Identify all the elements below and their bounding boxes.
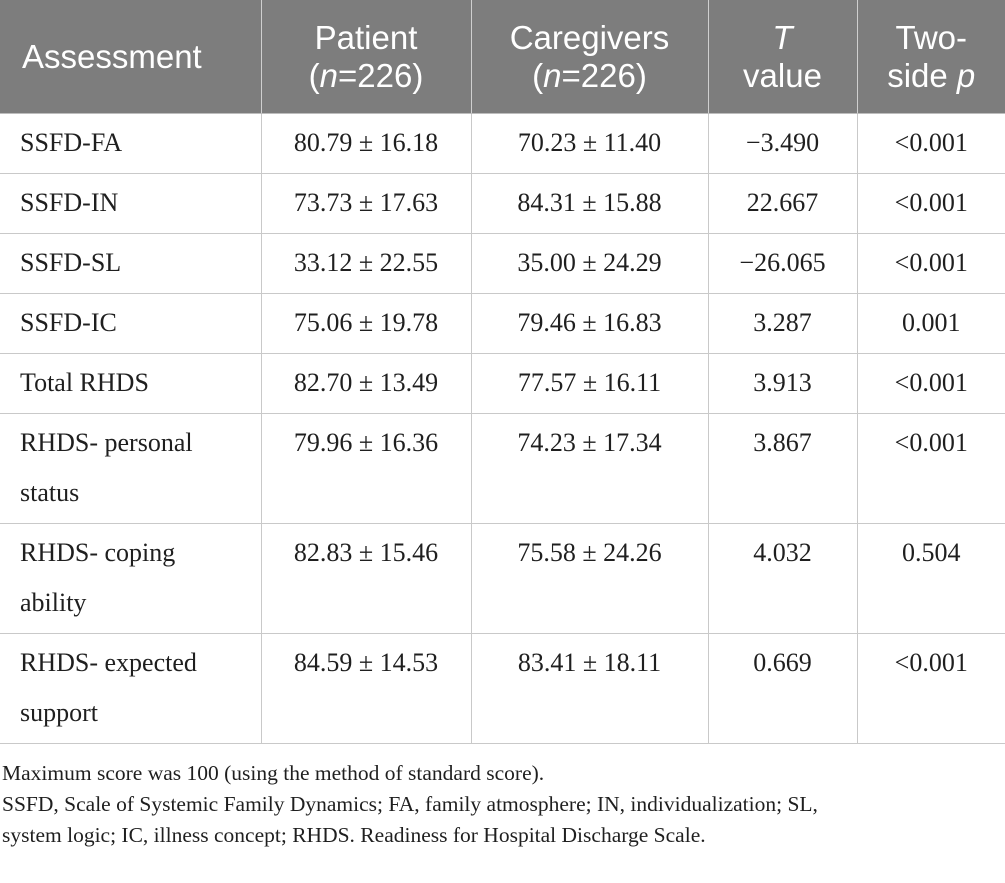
cell-patient: 84.59 ± 14.53 <box>260 633 472 744</box>
cell-caregivers: 70.23 ± 11.40 <box>470 113 709 174</box>
cell-caregivers: 74.23 ± 17.34 <box>470 413 709 524</box>
assessment-label-line: Total RHDS <box>20 368 149 397</box>
footnote-line: system logic; IC, illness concept; RHDS.… <box>2 823 706 847</box>
cell-t-value: 4.032 <box>707 523 858 634</box>
header-caregivers-n-value: =226) <box>561 56 647 94</box>
footnote-line: Maximum score was 100 (using the method … <box>2 761 545 785</box>
header-t-value: T value <box>708 0 858 114</box>
cell-caregivers: 35.00 ± 24.29 <box>470 233 709 294</box>
cell-assessment: SSFD-IN <box>0 173 262 234</box>
cell-patient: 79.96 ± 16.36 <box>260 413 472 524</box>
cell-assessment: SSFD-SL <box>0 233 262 294</box>
results-table: Assessment Patient (n=226) Caregivers (n… <box>0 0 1005 744</box>
cell-patient: 33.12 ± 22.55 <box>260 233 472 294</box>
header-assessment-text: Assessment <box>22 37 202 75</box>
cell-patient: 82.83 ± 15.46 <box>260 523 472 634</box>
cell-t-value: 22.667 <box>707 173 858 234</box>
assessment-label-line: SSFD-IN <box>20 188 119 217</box>
cell-assessment: SSFD-FA <box>0 113 262 174</box>
cell-assessment: RHDS- personal status <box>0 413 262 524</box>
cell-p-value: <0.001 <box>856 633 1005 744</box>
cell-t-value: −3.490 <box>707 113 858 174</box>
header-t-label: value <box>743 56 822 94</box>
cell-assessment: SSFD-IC <box>0 293 262 354</box>
cell-t-value: 3.867 <box>707 413 858 524</box>
assessment-label-line: RHDS- expected <box>20 648 197 677</box>
table-row: SSFD-SL 33.12 ± 22.55 35.00 ± 24.29 −26.065… <box>0 233 1005 294</box>
cell-p-value: <0.001 <box>856 233 1005 294</box>
header-patient-n-open: ( <box>308 56 320 94</box>
table-row: SSFD-FA 80.79 ± 16.18 70.23 ± 11.40 −3.490 <… <box>0 113 1005 174</box>
cell-patient: 73.73 ± 17.63 <box>260 173 472 234</box>
cell-p-value: 0.001 <box>856 293 1005 354</box>
header-patient: Patient (n=226) <box>261 0 472 114</box>
cell-t-value: 0.669 <box>707 633 858 744</box>
header-p-label-1: Two- <box>895 18 967 56</box>
cell-assessment: RHDS- coping ability <box>0 523 262 634</box>
header-assessment: Assessment <box>0 0 262 114</box>
cell-p-value: <0.001 <box>856 353 1005 414</box>
header-row: Assessment Patient (n=226) Caregivers (n… <box>0 0 1005 114</box>
cell-t-value: 3.913 <box>707 353 858 414</box>
table-row: Total RHDS 82.70 ± 13.49 77.57 ± 16.11 3.91… <box>0 353 1005 414</box>
document: Assessment Patient (n=226) Caregivers (n… <box>0 0 1005 851</box>
cell-patient: 80.79 ± 16.18 <box>260 113 472 174</box>
cell-t-value: 3.287 <box>707 293 858 354</box>
table-header: Assessment Patient (n=226) Caregivers (n… <box>0 0 1005 114</box>
table-row: SSFD-IN 73.73 ± 17.63 84.31 ± 15.88 22.667 <… <box>0 173 1005 234</box>
cell-t-value: −26.065 <box>707 233 858 294</box>
assessment-label-line: SSFD-IC <box>20 308 117 337</box>
cell-caregivers: 77.57 ± 16.11 <box>470 353 709 414</box>
header-patient-label: Patient <box>314 18 418 56</box>
assessment-label-line: support <box>20 698 98 727</box>
header-p-value: Two- side p <box>857 0 1005 114</box>
cell-caregivers: 79.46 ± 16.83 <box>470 293 709 354</box>
header-t-symbol: T <box>772 18 793 56</box>
assessment-label-line: RHDS- coping <box>20 538 176 567</box>
header-caregivers-n-open: ( <box>532 56 544 94</box>
assessment-label-line: ability <box>20 588 87 617</box>
cell-p-value: 0.504 <box>856 523 1005 634</box>
assessment-label-line: RHDS- personal <box>20 428 193 457</box>
cell-caregivers: 75.58 ± 24.26 <box>470 523 709 634</box>
header-caregivers: Caregivers (n=226) <box>471 0 709 114</box>
table-row: RHDS- personal status 79.96 ± 16.36 74.23 ±… <box>0 413 1005 524</box>
cell-assessment: Total RHDS <box>0 353 262 414</box>
table-footnotes: Maximum score was 100 (using the method … <box>0 744 1005 851</box>
assessment-label-line: SSFD-SL <box>20 248 122 277</box>
cell-p-value: <0.001 <box>856 173 1005 234</box>
header-patient-n-symbol: n <box>319 56 339 94</box>
cell-patient: 75.06 ± 19.78 <box>260 293 472 354</box>
table-row: RHDS- expected support 84.59 ± 14.53 83.41 … <box>0 633 1005 744</box>
header-p-symbol: p <box>956 56 976 94</box>
table-row: SSFD-IC 75.06 ± 19.78 79.46 ± 16.83 3.287 0.… <box>0 293 1005 354</box>
header-caregivers-n-symbol: n <box>543 56 562 94</box>
header-patient-n-value: =226) <box>338 56 424 94</box>
table-row: RHDS- coping ability 82.83 ± 15.46 75.58 ± … <box>0 523 1005 634</box>
cell-caregivers: 83.41 ± 18.11 <box>470 633 709 744</box>
footnote-line: SSFD, Scale of Systemic Family Dynamics;… <box>2 792 818 816</box>
cell-caregivers: 84.31 ± 15.88 <box>470 173 709 234</box>
table-body: SSFD-FA 80.79 ± 16.18 70.23 ± 11.40 −3.490 <… <box>0 113 1005 744</box>
header-p-label-2: side <box>887 56 948 94</box>
header-caregivers-label: Caregivers <box>509 18 670 56</box>
cell-p-value: <0.001 <box>856 413 1005 524</box>
cell-p-value: <0.001 <box>856 113 1005 174</box>
cell-assessment: RHDS- expected support <box>0 633 262 744</box>
cell-patient: 82.70 ± 13.49 <box>260 353 472 414</box>
assessment-label-line: status <box>20 478 80 507</box>
assessment-label-line: SSFD-FA <box>20 128 123 157</box>
